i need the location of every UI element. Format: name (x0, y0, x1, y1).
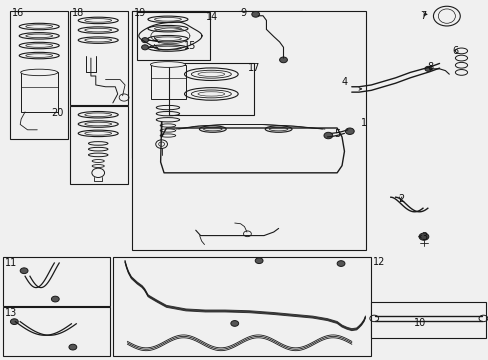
Circle shape (51, 296, 59, 302)
Circle shape (142, 45, 148, 50)
Text: 12: 12 (372, 257, 385, 267)
Circle shape (279, 57, 287, 63)
Text: 20: 20 (51, 108, 63, 118)
Bar (238, 11, 302, 76)
Text: 13: 13 (4, 308, 17, 318)
Text: 14: 14 (205, 12, 217, 22)
Text: 15: 15 (183, 41, 196, 51)
Text: 1: 1 (360, 118, 366, 128)
Text: 11: 11 (4, 258, 17, 268)
Circle shape (251, 12, 259, 17)
Circle shape (255, 258, 263, 264)
Text: 5: 5 (333, 129, 340, 139)
Circle shape (418, 233, 428, 240)
Bar (168, 63, 254, 116)
Text: 6: 6 (451, 46, 457, 56)
Bar (132, 11, 366, 250)
Polygon shape (160, 123, 344, 173)
Text: 9: 9 (240, 8, 246, 18)
Bar (70, 12, 128, 105)
Circle shape (20, 268, 28, 274)
Text: 19: 19 (134, 8, 146, 18)
Bar (113, 257, 370, 356)
Bar (70, 107, 128, 184)
Circle shape (230, 320, 238, 326)
Circle shape (345, 128, 353, 134)
Text: 17: 17 (248, 63, 260, 73)
Bar (151, 64, 185, 99)
Text: 10: 10 (413, 318, 426, 328)
Circle shape (336, 261, 344, 266)
Bar (3, 257, 110, 306)
Bar (3, 307, 110, 356)
Text: 3: 3 (420, 232, 426, 242)
Bar (10, 12, 68, 139)
Bar (137, 12, 210, 60)
Text: 16: 16 (12, 8, 24, 18)
Text: 2: 2 (398, 194, 404, 204)
Bar (132, 12, 205, 158)
Circle shape (69, 344, 77, 350)
Circle shape (10, 319, 18, 324)
Circle shape (142, 38, 148, 42)
Ellipse shape (264, 126, 291, 132)
Bar (370, 302, 485, 338)
Text: 18: 18 (72, 8, 84, 18)
Bar (21, 72, 58, 112)
Text: 4: 4 (341, 77, 347, 87)
Circle shape (324, 132, 332, 139)
Ellipse shape (199, 126, 226, 132)
Text: 8: 8 (427, 62, 433, 72)
Ellipse shape (150, 62, 185, 67)
Circle shape (424, 66, 431, 71)
Text: 7: 7 (419, 11, 426, 21)
Ellipse shape (20, 69, 58, 76)
